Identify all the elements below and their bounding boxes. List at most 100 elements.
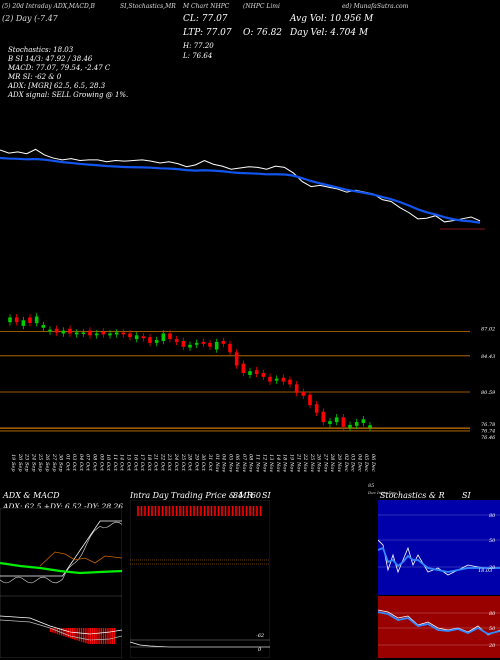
candle-body: [354, 422, 359, 426]
candle-body: [148, 337, 152, 343]
quote-low: L: 76.64: [183, 52, 213, 60]
date-tick-label: 15 Oct: [125, 454, 131, 472]
date-tick-label: 06 Nov: [234, 454, 240, 472]
indicator-si: B SI 14/3: 47.92 / 38.46: [8, 55, 93, 63]
header-center-top: M Chart NHPC: [183, 3, 230, 10]
macd-line: [0, 615, 122, 635]
candle-body: [134, 335, 139, 340]
date-tick-label: 27 Nov: [322, 453, 328, 472]
macd-histogram-bar: [87, 628, 89, 644]
date-tick-label: 02 Dec: [343, 454, 349, 472]
candle-body: [54, 328, 59, 333]
adx-panel-values: ADX: 62.5 +DY: 6.52 -DY: 28.26: [3, 502, 124, 511]
date-tick-label: 01 Nov: [214, 454, 220, 472]
adx-panel-title: ADX & MACD: [3, 491, 60, 500]
candle-body: [108, 333, 112, 336]
adx-line-2: [0, 521, 122, 584]
macd-histogram-bar: [65, 628, 67, 637]
date-tick-label: 16 Oct: [132, 454, 138, 472]
price-label: 84.43: [481, 354, 495, 360]
quote-avg-vol: Avg Vol: 10.956 M: [290, 14, 374, 24]
candle-body: [341, 417, 346, 427]
header-right-top: ed) MunafaSutra.com: [342, 3, 409, 10]
price-label: 76.78: [481, 422, 495, 428]
quote-close: CL: 77.07: [183, 14, 228, 24]
candle-body: [121, 332, 126, 335]
macd-histogram-bar: [91, 628, 94, 644]
macd-histogram-bar: [61, 628, 63, 636]
candle-body: [161, 333, 166, 341]
date-tick-label: 30 Oct: [200, 454, 206, 472]
intra-low-label: -62: [256, 633, 264, 639]
candle-body: [234, 352, 239, 366]
date-tick-label: 04 Oct: [78, 454, 84, 472]
date-tick-label: 07 Nov: [241, 454, 247, 472]
date-tick-label: 19 Nov: [288, 454, 294, 472]
candle-body: [321, 411, 326, 423]
candle-body: [361, 419, 366, 424]
close-line: [0, 148, 481, 223]
plus-dy-line: [0, 561, 122, 575]
candle-body: [194, 342, 199, 345]
quote-open: O: 76.82: [243, 28, 283, 38]
candle-body: [214, 341, 219, 350]
date-tick-label: 14 Nov: [275, 454, 281, 472]
price-label: 87.02: [481, 326, 495, 332]
intra-small-1: 85: [368, 483, 375, 489]
macd-histogram-bar: [111, 628, 113, 644]
date-tick-label: 18 Oct: [146, 454, 152, 472]
date-tick-label: 05 Dec: [363, 454, 369, 472]
candle-body: [308, 394, 312, 406]
date-tick-label: 03 Dec: [350, 454, 356, 472]
macd-histogram-bar: [69, 628, 72, 639]
candle-body: [248, 371, 252, 375]
macd-histogram-bar: [63, 628, 65, 637]
minus-dy-line: [39, 551, 122, 567]
candle-body: [101, 331, 106, 335]
indicator-adx: ADX: [MGR] 62.5, 6.5, 28.3: [8, 82, 106, 90]
candle-body: [68, 328, 72, 334]
date-tick-label: 18 Nov: [282, 454, 288, 472]
candle-body: [61, 330, 66, 334]
date-tick-label: 19 Sep: [10, 454, 16, 472]
candle-body: [94, 333, 99, 336]
macd-signal-line: [0, 619, 122, 641]
intra-panel-title: Intra Day Trading Price & MR: [130, 491, 253, 500]
date-tick-label: 05 Nov: [227, 454, 233, 472]
stoch-panel: 80 50 20 80 50 20 18.03: [378, 500, 500, 658]
candle-body: [168, 333, 172, 340]
macd-histogram-bar: [67, 628, 69, 638]
macd-histogram-bar: [80, 628, 83, 642]
candle-body: [141, 336, 146, 339]
indicator-mr: MR SI: -62 & 0: [8, 73, 62, 81]
rsi-tick-50: 50: [489, 626, 496, 632]
candle-body: [88, 330, 92, 336]
candle-body: [314, 404, 319, 413]
date-tick-label: 03 Oct: [71, 454, 77, 472]
candle-body: [81, 332, 86, 335]
macd-histogram-bar: [100, 628, 102, 644]
macd-histogram-bar: [52, 628, 54, 633]
stoch-panel-si: SI: [462, 491, 471, 500]
header-left-bottom: (2) Day (-7.47: [2, 14, 58, 23]
date-tick-label: 20 Sep: [17, 453, 23, 472]
candle-body: [128, 333, 132, 338]
date-tick-label: 29 Nov: [336, 453, 342, 472]
rsi-line: [378, 609, 500, 636]
date-tick-label: 26 Sep: [44, 453, 50, 472]
candle-body: [348, 424, 352, 428]
date-tick-label: 01 Oct: [64, 454, 70, 472]
date-tick-label: 13 Nov: [268, 454, 274, 472]
indicator-block: Stochastics: 18.03 B SI 14/3: 47.92 / 38…: [8, 46, 128, 100]
candle-body: [281, 377, 286, 382]
date-tick-label: 12 Nov: [261, 454, 267, 472]
candle-body: [208, 342, 212, 347]
stoch-value: 18.03: [478, 568, 492, 574]
date-tick-label: 28 Nov: [329, 453, 335, 472]
price-label: 80.59: [481, 390, 496, 396]
date-tick-label: 07 Oct: [85, 454, 91, 472]
macd-histogram-bar: [105, 628, 107, 644]
date-tick-label: 06 Dec: [370, 454, 376, 472]
macd-histogram-bar: [74, 628, 76, 640]
